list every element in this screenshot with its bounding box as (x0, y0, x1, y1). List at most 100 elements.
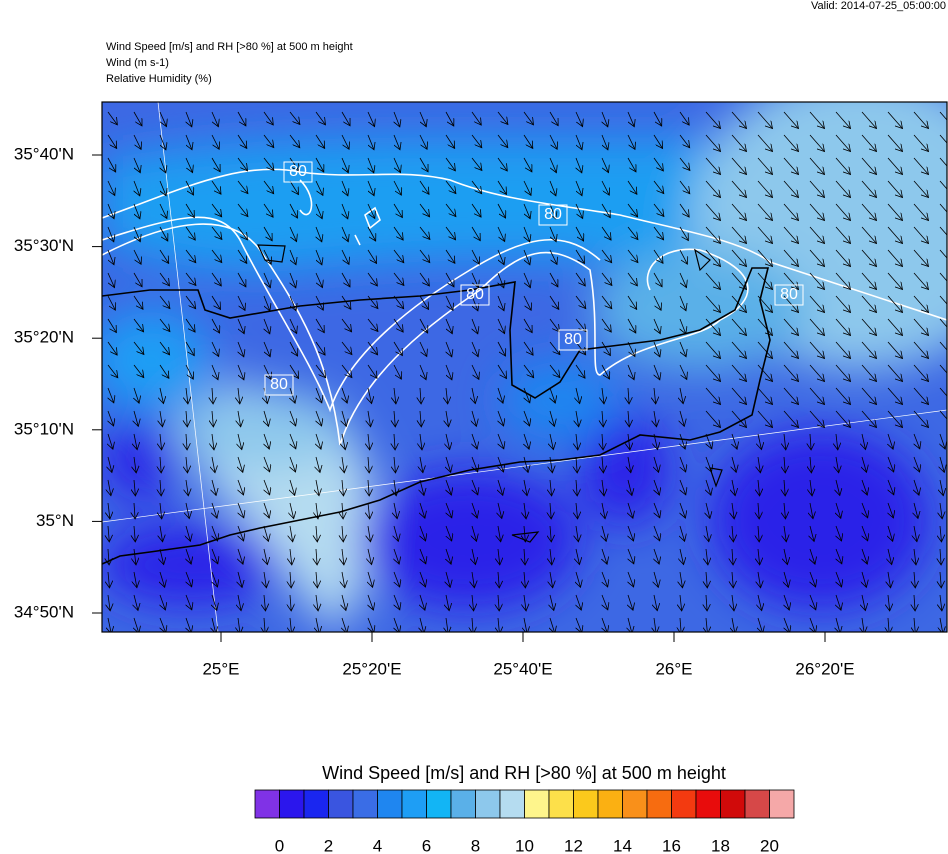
wind-arrow (654, 456, 659, 472)
wind-arrow (680, 571, 683, 588)
wind-arrow (238, 433, 242, 450)
wind-arrow (419, 226, 430, 240)
wind-arrow (887, 295, 903, 313)
wind-arrow (212, 617, 216, 632)
wind-arrow (809, 295, 825, 313)
wind-arrow (419, 364, 426, 380)
wind-arrow (237, 111, 246, 126)
wind-arrow (654, 525, 660, 541)
wind-arrow (836, 548, 842, 564)
wind-arrow (576, 456, 577, 473)
lon-label: 25°40'E (493, 659, 552, 678)
wind-arrow (653, 249, 663, 263)
wind-arrow (342, 617, 347, 632)
wind-arrow (315, 272, 323, 288)
wind-arrow (315, 134, 325, 148)
wind-arrow (446, 433, 450, 450)
wind-arrow (393, 226, 403, 240)
wind-arrow (602, 387, 604, 404)
wind-arrow (576, 502, 578, 519)
wind-arrow (315, 364, 326, 378)
wind-arrow (862, 479, 867, 495)
colorbar-box (573, 789, 599, 819)
wind-arrow (601, 157, 609, 173)
wind-arrow (731, 157, 747, 175)
wind-arrow (263, 341, 270, 357)
wind-arrow (238, 479, 244, 495)
wind-arrow (471, 226, 480, 241)
wind-arrow (706, 594, 707, 611)
wind-arrow (211, 341, 219, 357)
wind-arrow (653, 226, 664, 240)
wind-arrow (913, 180, 929, 198)
wind-arrow (263, 203, 273, 217)
wind-arrow (913, 157, 929, 175)
wind-arrow (523, 111, 534, 125)
wind-arrow (186, 571, 192, 587)
wind-arrow (342, 203, 348, 219)
wind-arrow (680, 479, 686, 495)
wind-arrow (342, 594, 346, 611)
wind-arrow (316, 594, 318, 611)
wind-arrow (420, 387, 421, 404)
wind-arrow (237, 295, 245, 310)
wind-arrow (784, 479, 785, 496)
wind-arrow (550, 387, 555, 403)
wind-arrow (524, 410, 530, 426)
wind-arrow (107, 157, 116, 172)
wind-arrow (237, 157, 248, 171)
wind-arrow (212, 387, 213, 404)
wind-arrow (549, 134, 557, 149)
wind-arrow (316, 502, 318, 519)
wind-arrow (887, 410, 903, 428)
wind-arrow (133, 249, 141, 264)
wind-arrow (471, 111, 481, 125)
wind-arrow (212, 502, 217, 518)
wind-arrow (134, 410, 138, 426)
wind-arrow (264, 617, 265, 632)
wind-arrow (263, 226, 272, 241)
wind-arrow (654, 387, 656, 404)
colorbar-box (622, 789, 648, 819)
wind-arrow (888, 433, 893, 449)
wind-arrow (758, 433, 762, 450)
wind-arrow (784, 456, 785, 473)
wind-arrow (290, 387, 295, 403)
wind-arrow (914, 502, 918, 519)
wind-arrow (419, 249, 430, 263)
wind-arrow (446, 479, 451, 495)
wind-arrow (810, 456, 811, 473)
wind-arrow (316, 525, 317, 542)
wind-arrow (576, 387, 580, 404)
wind-arrow (757, 364, 773, 382)
wind-arrow (783, 387, 799, 405)
wind-arrow (394, 479, 396, 496)
wind-arrow (289, 226, 297, 242)
wind-arrow (602, 548, 607, 564)
wind-arrow (419, 295, 429, 310)
wind-arrow (524, 249, 530, 265)
wind-arrow (524, 594, 526, 611)
colorbar-box (720, 789, 746, 819)
colorbar-box (377, 789, 403, 819)
wind-arrow (159, 272, 170, 286)
wind-arrow (758, 594, 762, 611)
wind-arrow (706, 456, 712, 472)
wind-arrow (367, 111, 375, 127)
wind-arrow (887, 387, 903, 405)
wind-arrow (446, 571, 450, 587)
wind-arrow (939, 295, 947, 313)
lat-label: 35°10'N (14, 419, 74, 438)
wind-arrow (185, 341, 194, 356)
wind-arrow (757, 134, 773, 152)
wind-arrow (940, 617, 943, 632)
wind-arrow (628, 525, 634, 541)
wind-arrow (653, 157, 663, 171)
wind-arrow (810, 525, 814, 542)
wind-arrow (706, 525, 709, 542)
wind-arrow (680, 617, 681, 632)
wind-arrow (185, 203, 194, 218)
wind-arrow (159, 318, 170, 332)
wind-arrow (913, 295, 929, 313)
wind-arrow (238, 341, 244, 357)
